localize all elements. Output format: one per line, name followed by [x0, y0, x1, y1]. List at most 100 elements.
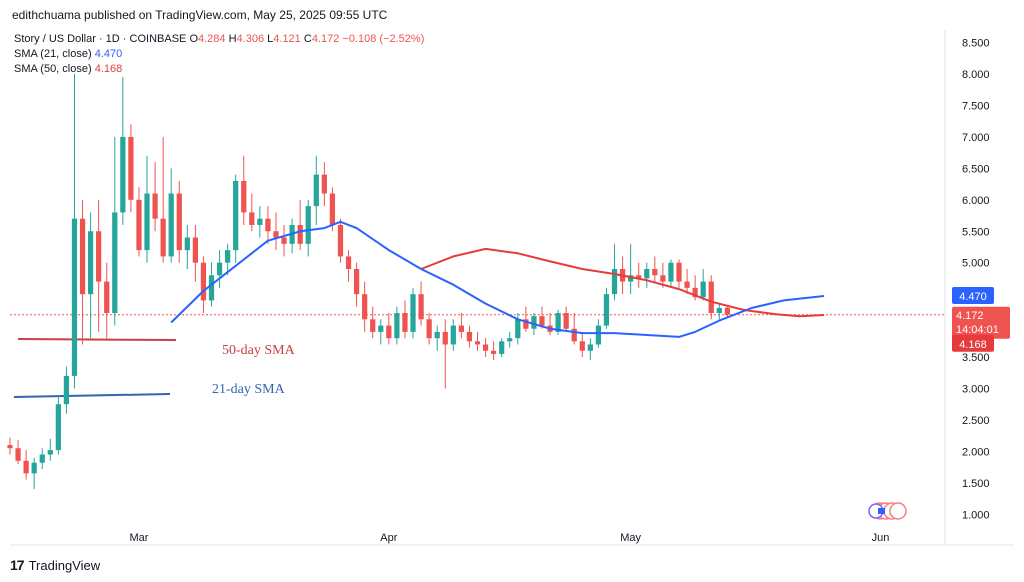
candle[interactable] [87, 212, 94, 339]
candle[interactable] [378, 319, 384, 345]
candle[interactable] [394, 306, 400, 345]
candle[interactable] [225, 243, 231, 276]
candle[interactable] [708, 275, 714, 320]
candle[interactable] [152, 162, 158, 232]
candle[interactable] [434, 325, 440, 351]
candle[interactable] [418, 281, 424, 326]
candle[interactable] [652, 256, 658, 282]
candle[interactable] [39, 448, 45, 469]
candle[interactable] [241, 155, 247, 225]
candle[interactable] [402, 300, 408, 339]
candle[interactable] [120, 77, 126, 225]
economic-events-icon[interactable] [868, 502, 907, 520]
candle[interactable] [55, 396, 61, 455]
candle[interactable] [668, 259, 674, 288]
candle[interactable] [571, 313, 577, 345]
candle[interactable] [168, 168, 174, 263]
candle[interactable] [523, 306, 529, 332]
candle[interactable] [136, 187, 142, 257]
candle[interactable] [370, 306, 376, 339]
y-tick-label: 2.000 [962, 446, 990, 458]
candle[interactable] [353, 262, 360, 307]
candle[interactable] [474, 331, 481, 351]
candle[interactable] [563, 306, 569, 332]
candle[interactable] [579, 331, 585, 358]
candle[interactable] [716, 303, 722, 320]
candle[interactable] [176, 180, 182, 263]
candle[interactable] [23, 450, 29, 480]
candle[interactable] [458, 313, 464, 339]
candle-body [386, 325, 392, 339]
candle[interactable] [724, 306, 730, 318]
candle[interactable] [700, 268, 706, 301]
candle[interactable] [611, 243, 618, 301]
candle[interactable] [539, 306, 545, 329]
candle-body [644, 268, 650, 279]
publisher-line: edithchuama published on TradingView.com… [12, 8, 388, 22]
candle[interactable] [265, 206, 271, 244]
candle[interactable] [321, 162, 327, 207]
candle-body [587, 344, 593, 351]
candle[interactable] [216, 250, 223, 288]
sma50-legend-row[interactable]: SMA (50, close) 4.168 [14, 62, 424, 77]
candle[interactable] [507, 331, 513, 348]
candle[interactable] [71, 74, 78, 389]
candle[interactable] [547, 313, 553, 336]
candle[interactable] [184, 224, 190, 269]
candle[interactable] [112, 136, 118, 326]
candle[interactable] [603, 287, 610, 329]
candle[interactable] [644, 262, 650, 288]
candle[interactable] [31, 457, 37, 490]
candle[interactable] [676, 259, 682, 288]
candle[interactable] [96, 199, 102, 332]
candle[interactable] [249, 193, 255, 232]
candle[interactable] [426, 313, 432, 345]
candle[interactable] [587, 338, 593, 361]
candle[interactable] [628, 243, 634, 295]
candle[interactable] [289, 218, 295, 254]
candle[interactable] [499, 338, 505, 358]
candle[interactable] [450, 319, 456, 351]
candle[interactable] [104, 262, 110, 339]
candle[interactable] [386, 313, 392, 345]
candle[interactable] [63, 366, 70, 414]
candle[interactable] [410, 287, 416, 339]
candle[interactable] [305, 199, 311, 257]
candle[interactable] [192, 224, 199, 282]
candle[interactable] [281, 224, 287, 257]
candle[interactable] [79, 199, 86, 345]
candle[interactable] [345, 250, 352, 282]
candle[interactable] [313, 155, 319, 225]
candle[interactable] [337, 218, 344, 263]
candle[interactable] [362, 281, 368, 332]
candle[interactable] [15, 440, 21, 464]
candle-body [708, 281, 714, 314]
sma21-line[interactable] [170, 220, 825, 338]
candle[interactable] [482, 338, 489, 358]
candle[interactable] [233, 174, 239, 263]
candle[interactable] [466, 325, 473, 348]
sma21-legend-row[interactable]: SMA (21, close) 4.470 [14, 47, 424, 62]
candle[interactable] [160, 136, 166, 263]
sma50-line[interactable] [420, 247, 825, 318]
candle-body [684, 281, 690, 288]
candle[interactable] [636, 262, 642, 288]
candle[interactable] [200, 256, 207, 314]
candle[interactable] [555, 309, 561, 336]
sma50-legend-label: SMA (50, close) [14, 63, 92, 75]
chart-legend: Story / US Dollar · 1D · COINBASE O4.284… [14, 32, 424, 77]
candle[interactable] [297, 199, 303, 251]
candle[interactable] [442, 319, 448, 389]
candle[interactable] [257, 206, 263, 238]
sma21-annotation: 21-day SMA [212, 382, 286, 397]
candle-body [305, 206, 311, 244]
candle[interactable] [128, 124, 134, 213]
candle[interactable] [491, 341, 497, 361]
candle[interactable] [7, 437, 13, 455]
candle[interactable] [273, 212, 279, 251]
candle[interactable] [144, 155, 150, 263]
candle[interactable] [684, 268, 690, 295]
candle[interactable] [47, 438, 53, 461]
candle-body [531, 316, 537, 329]
